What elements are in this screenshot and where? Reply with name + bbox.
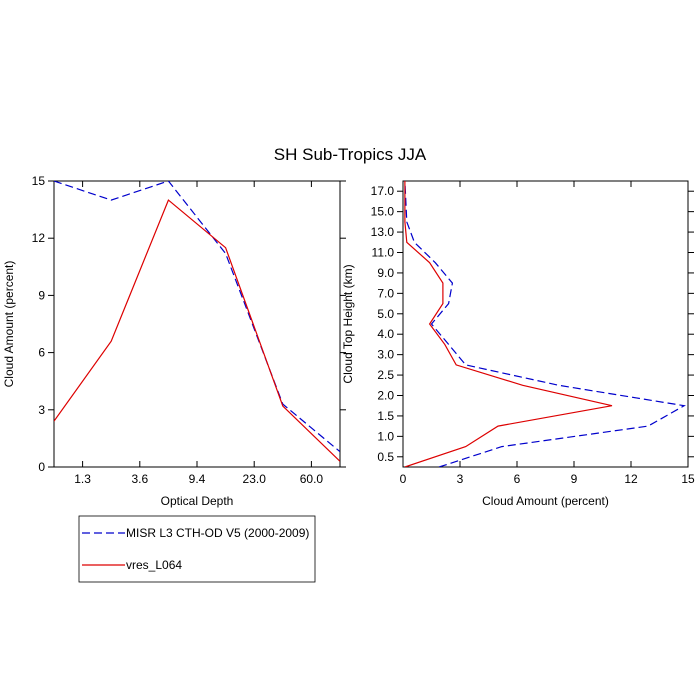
figure-title: SH Sub-Tropics JJA bbox=[274, 145, 427, 164]
y-tick-label: 9 bbox=[38, 288, 45, 302]
y-tick-label: 5.0 bbox=[377, 307, 394, 321]
x-axis-label: Cloud Amount (percent) bbox=[482, 494, 609, 508]
x-tick-label: 3.6 bbox=[131, 472, 148, 486]
y-tick-label: 7.0 bbox=[377, 286, 394, 300]
y-tick-label: 15 bbox=[32, 174, 46, 188]
x-tick-label: 1.3 bbox=[74, 472, 91, 486]
y-tick-label: 3.0 bbox=[377, 348, 394, 362]
y-tick-label: 9.0 bbox=[377, 266, 394, 280]
series-line-misr bbox=[54, 181, 340, 453]
x-tick-label: 9 bbox=[571, 472, 578, 486]
y-axis-label: Cloud Amount (percent) bbox=[2, 261, 16, 388]
x-tick-label: 12 bbox=[624, 472, 638, 486]
series-line-misr bbox=[404, 181, 686, 467]
y-tick-label: 4.0 bbox=[377, 327, 394, 341]
y-tick-label: 13.0 bbox=[371, 225, 395, 239]
x-tick-label: 3 bbox=[457, 472, 464, 486]
legend-box bbox=[78, 515, 316, 583]
y-tick-label: 1.0 bbox=[377, 429, 394, 443]
y-tick-label: 11.0 bbox=[372, 246, 395, 260]
x-tick-label: 6 bbox=[514, 472, 521, 486]
x-axis-label: Optical Depth bbox=[161, 494, 234, 508]
series-line-vres bbox=[404, 181, 613, 467]
x-tick-label: 15 bbox=[681, 472, 695, 486]
y-tick-label: 0.5 bbox=[377, 450, 394, 464]
cloud-top-height-panel: 0 3 6 9 12 15 0.5 1.0 1.5 2.0 2.5 3.0 4.0 5.0 7.0 9.0 11… bbox=[341, 180, 695, 508]
y-tick-label: 2.0 bbox=[377, 389, 394, 403]
y-tick-label: 2.5 bbox=[377, 368, 394, 382]
y-tick-label: 17.0 bbox=[371, 184, 395, 198]
x-tick-label: 9.4 bbox=[189, 472, 206, 486]
x-tick-label: 23.0 bbox=[243, 472, 267, 486]
x-tick-label: 60.0 bbox=[300, 472, 324, 486]
y-tick-label: 1.5 bbox=[377, 409, 394, 423]
x-tick-label: 0 bbox=[400, 472, 407, 486]
y-tick-label: 15.0 bbox=[371, 205, 395, 219]
optical-depth-panel: 1.3 3.6 9.4 23.0 60.0 0 3 6 9 12 15 Optical Depth Cl… bbox=[2, 174, 346, 508]
y-tick-label: 6 bbox=[38, 346, 45, 360]
legend-label-model: vres_L064 bbox=[126, 558, 182, 572]
y-tick-label: 12 bbox=[32, 231, 46, 245]
legend: MISR L3 CTH-OD V5 (2000-2009) vres_L064 bbox=[78, 515, 316, 583]
legend-label-obs: MISR L3 CTH-OD V5 (2000-2009) bbox=[126, 526, 309, 540]
series-line-vres bbox=[54, 199, 340, 462]
y-tick-label: 0 bbox=[38, 460, 45, 474]
y-tick-label: 3 bbox=[38, 403, 45, 417]
plot-frame bbox=[402, 180, 689, 468]
y-axis-label: Cloud Top Height (km) bbox=[341, 264, 355, 383]
